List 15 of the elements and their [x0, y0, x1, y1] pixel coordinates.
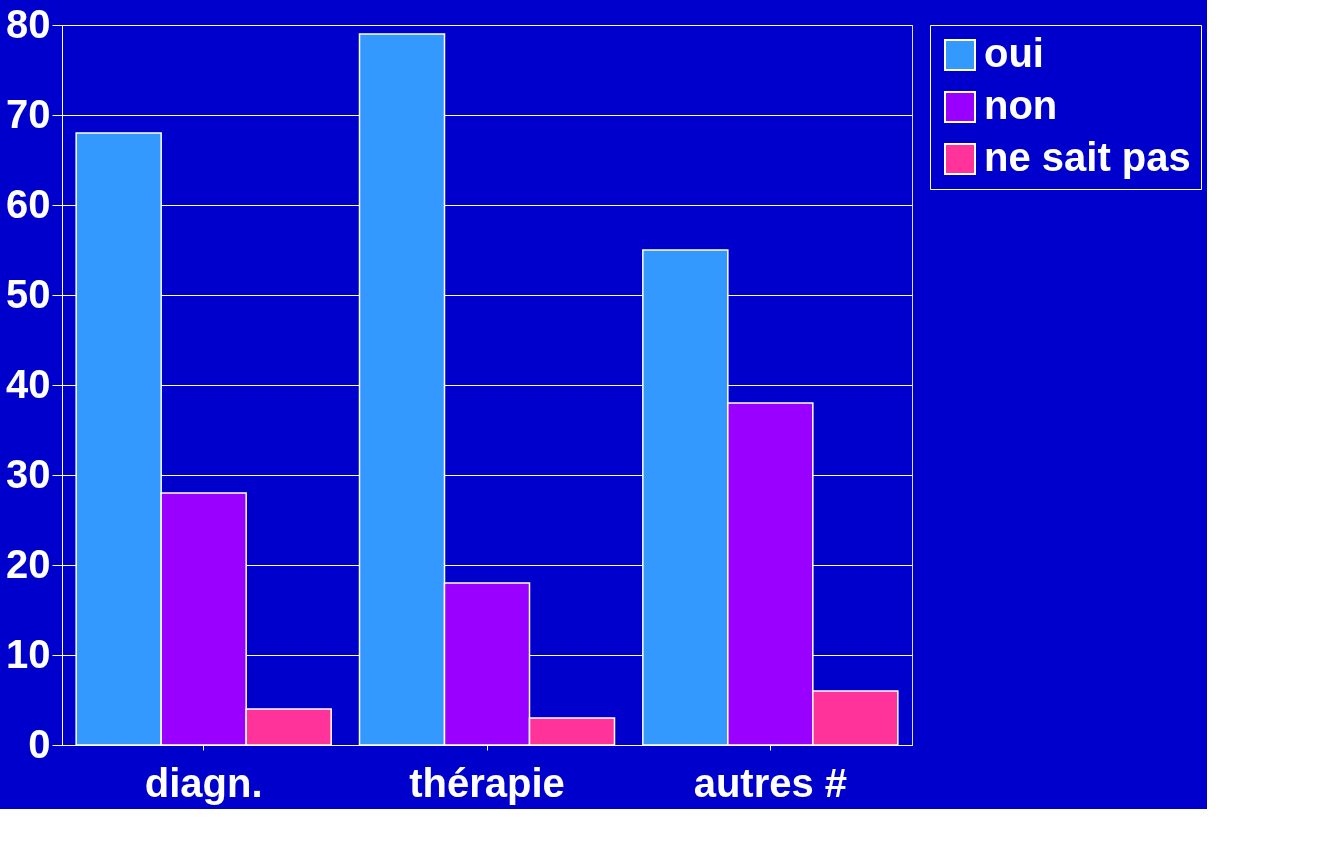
y-tick-label: 80 [6, 1, 51, 46]
x-tick-label: autres # [693, 760, 848, 805]
y-tick-label: 0 [28, 721, 51, 766]
y-tick-label: 60 [6, 181, 51, 226]
y-tick-label: 50 [6, 271, 51, 316]
y-tick-label: 40 [6, 361, 51, 406]
y-tick-label: 20 [6, 541, 51, 586]
y-tick-label: 30 [6, 451, 51, 496]
y-tick-label: 10 [6, 631, 51, 676]
x-tick-label: diagn. [144, 760, 263, 805]
legend-label: oui [984, 31, 1044, 75]
legend-label: ne sait pas [984, 135, 1191, 179]
y-tick-label: 70 [6, 91, 51, 136]
x-tick-label: thérapie [409, 760, 565, 805]
legend-label: non [984, 83, 1058, 127]
